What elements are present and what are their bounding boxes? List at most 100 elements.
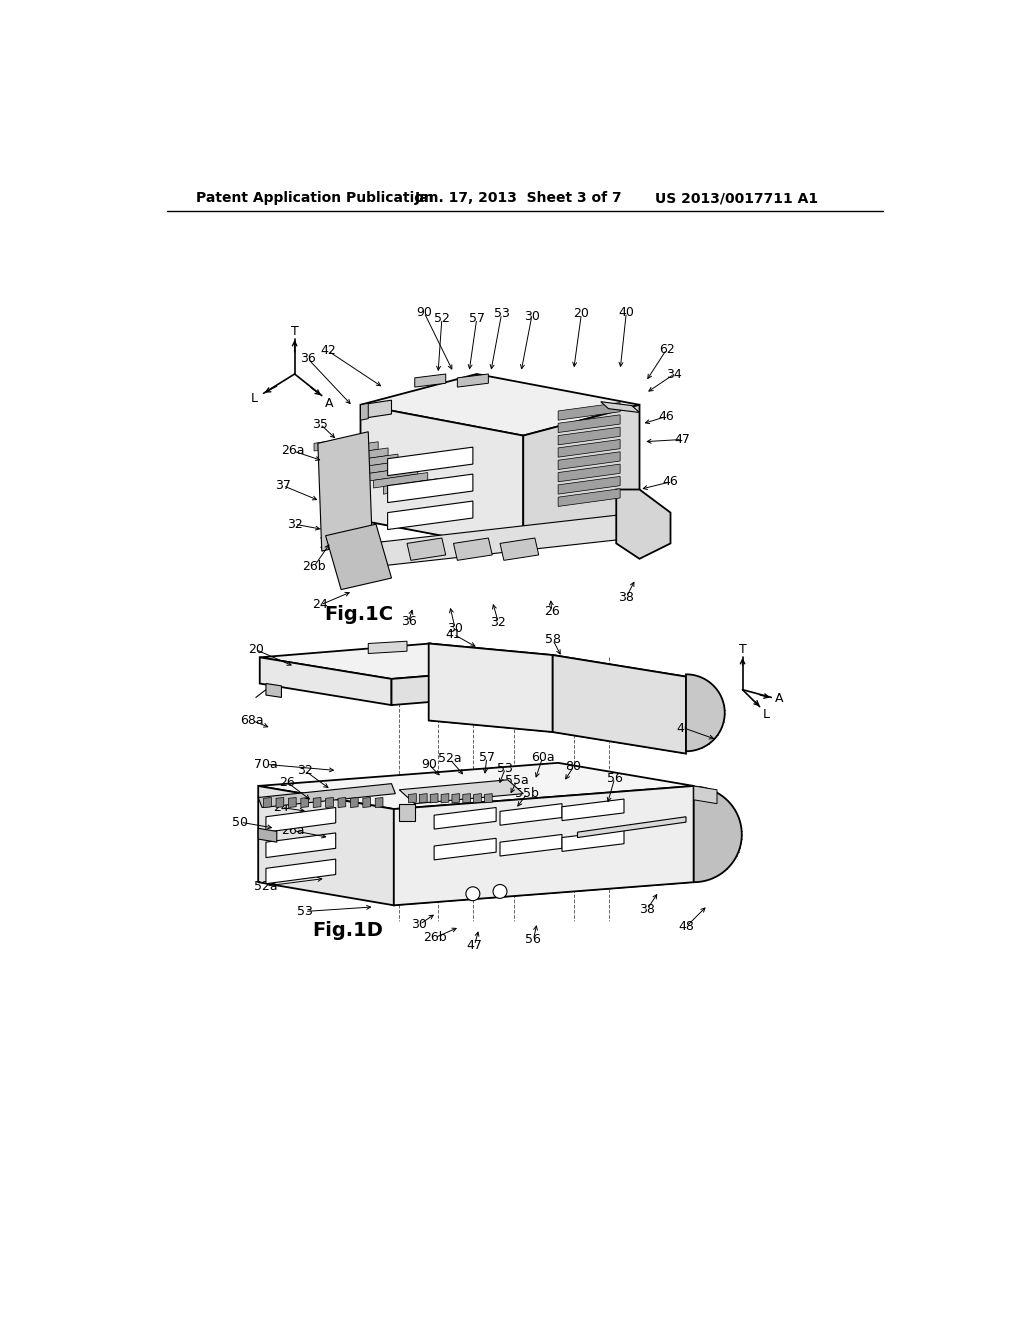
Polygon shape bbox=[360, 374, 640, 436]
Circle shape bbox=[493, 884, 507, 899]
Text: 26a: 26a bbox=[282, 824, 305, 837]
Text: 70a: 70a bbox=[254, 758, 278, 771]
Text: 26b: 26b bbox=[423, 931, 446, 944]
Polygon shape bbox=[317, 432, 372, 552]
Polygon shape bbox=[350, 797, 358, 808]
Text: 40: 40 bbox=[618, 306, 634, 319]
Polygon shape bbox=[562, 799, 624, 821]
Text: 60a: 60a bbox=[530, 751, 554, 764]
Polygon shape bbox=[558, 440, 621, 457]
Polygon shape bbox=[686, 675, 725, 751]
Polygon shape bbox=[338, 797, 346, 808]
Polygon shape bbox=[458, 374, 488, 387]
Polygon shape bbox=[276, 797, 284, 808]
Polygon shape bbox=[326, 797, 334, 808]
Polygon shape bbox=[266, 833, 336, 858]
Polygon shape bbox=[266, 808, 336, 832]
Text: 30: 30 bbox=[412, 917, 427, 931]
Polygon shape bbox=[558, 414, 621, 433]
Text: 90: 90 bbox=[416, 306, 432, 319]
Polygon shape bbox=[388, 447, 473, 475]
Polygon shape bbox=[369, 642, 407, 653]
Polygon shape bbox=[360, 405, 523, 552]
Polygon shape bbox=[558, 403, 621, 420]
Text: 53: 53 bbox=[494, 308, 510, 321]
Polygon shape bbox=[399, 804, 415, 821]
Text: 53: 53 bbox=[297, 906, 312, 917]
Text: A: A bbox=[326, 397, 334, 409]
Polygon shape bbox=[353, 461, 408, 475]
Text: 62: 62 bbox=[658, 343, 675, 356]
Polygon shape bbox=[334, 447, 388, 463]
Polygon shape bbox=[474, 793, 481, 803]
Polygon shape bbox=[369, 512, 655, 566]
Polygon shape bbox=[258, 829, 276, 842]
Polygon shape bbox=[360, 400, 391, 418]
Polygon shape bbox=[260, 644, 562, 678]
Polygon shape bbox=[391, 665, 562, 705]
Text: 48: 48 bbox=[678, 920, 694, 933]
Text: 52a: 52a bbox=[438, 752, 462, 766]
Text: 41: 41 bbox=[445, 628, 462, 640]
Text: 36: 36 bbox=[400, 615, 417, 628]
Text: 26: 26 bbox=[279, 776, 295, 788]
Polygon shape bbox=[434, 808, 496, 829]
Text: T: T bbox=[291, 325, 299, 338]
Polygon shape bbox=[324, 442, 378, 457]
Text: 57: 57 bbox=[469, 312, 484, 325]
Text: 53: 53 bbox=[498, 762, 513, 775]
Text: 24: 24 bbox=[312, 598, 328, 611]
Polygon shape bbox=[374, 473, 428, 488]
Circle shape bbox=[466, 887, 480, 900]
Polygon shape bbox=[434, 838, 496, 859]
Polygon shape bbox=[429, 644, 686, 677]
Text: 32: 32 bbox=[287, 517, 302, 531]
Polygon shape bbox=[523, 405, 640, 552]
Polygon shape bbox=[258, 785, 394, 906]
Polygon shape bbox=[399, 780, 523, 804]
Polygon shape bbox=[616, 490, 671, 558]
Polygon shape bbox=[313, 797, 321, 808]
Text: 32: 32 bbox=[490, 616, 506, 630]
Text: 47: 47 bbox=[674, 433, 690, 446]
Text: 50: 50 bbox=[232, 816, 249, 829]
Text: 37: 37 bbox=[275, 479, 291, 492]
Text: 42: 42 bbox=[321, 345, 336, 358]
Text: 58: 58 bbox=[545, 634, 561, 647]
Text: 46: 46 bbox=[658, 409, 675, 422]
Polygon shape bbox=[562, 830, 624, 851]
Text: 34: 34 bbox=[667, 367, 682, 380]
Polygon shape bbox=[430, 793, 438, 803]
Polygon shape bbox=[441, 793, 449, 803]
Polygon shape bbox=[266, 684, 282, 697]
Text: 55a: 55a bbox=[505, 774, 529, 787]
Polygon shape bbox=[558, 451, 621, 470]
Text: 26a: 26a bbox=[282, 445, 305, 458]
Polygon shape bbox=[500, 834, 562, 855]
Polygon shape bbox=[362, 797, 371, 808]
Text: 24: 24 bbox=[273, 801, 290, 814]
Polygon shape bbox=[578, 817, 686, 837]
Polygon shape bbox=[314, 436, 369, 451]
Polygon shape bbox=[553, 655, 686, 754]
Polygon shape bbox=[484, 793, 493, 803]
Polygon shape bbox=[344, 454, 398, 470]
Text: L: L bbox=[251, 392, 258, 405]
Polygon shape bbox=[500, 539, 539, 560]
Polygon shape bbox=[388, 502, 473, 529]
Polygon shape bbox=[429, 644, 553, 733]
Polygon shape bbox=[393, 484, 447, 500]
Polygon shape bbox=[258, 763, 693, 809]
Text: A: A bbox=[775, 693, 783, 705]
Polygon shape bbox=[500, 804, 562, 825]
Text: 55b: 55b bbox=[515, 787, 539, 800]
Text: 38: 38 bbox=[639, 903, 655, 916]
Text: 52a: 52a bbox=[254, 879, 278, 892]
Polygon shape bbox=[601, 401, 640, 412]
Polygon shape bbox=[558, 477, 621, 494]
Polygon shape bbox=[420, 793, 427, 803]
Text: 90: 90 bbox=[421, 758, 436, 771]
Text: 38: 38 bbox=[618, 591, 634, 603]
Polygon shape bbox=[375, 797, 383, 808]
Text: 52: 52 bbox=[434, 312, 450, 325]
